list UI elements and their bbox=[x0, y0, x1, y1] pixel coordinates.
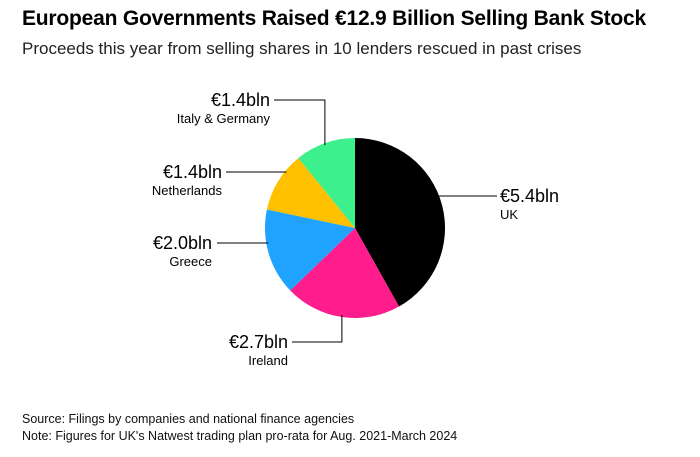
category-label-italy-and-germany: Italy & Germany bbox=[177, 111, 271, 126]
pie-slice-ireland bbox=[290, 228, 400, 318]
category-label-ireland: Ireland bbox=[248, 353, 288, 368]
pie-slice-italy-and-germany bbox=[298, 138, 355, 228]
chart-subtitle: Proceeds this year from selling shares i… bbox=[22, 39, 582, 58]
value-label-greece: €2.0bln bbox=[153, 233, 212, 253]
pie-slice-netherlands bbox=[266, 158, 355, 228]
footnote: Note: Figures for UK's Natwest trading p… bbox=[22, 429, 458, 443]
leader-line-italy-and-germany bbox=[274, 99, 326, 146]
value-label-netherlands: €1.4bln bbox=[163, 162, 222, 182]
category-label-greece: Greece bbox=[169, 254, 212, 269]
source-note: Source: Filings by companies and nationa… bbox=[22, 412, 355, 426]
pie-slice-uk bbox=[355, 138, 445, 307]
leader-line-ireland bbox=[292, 315, 343, 343]
value-label-uk: €5.4bln bbox=[500, 186, 559, 206]
pie-slice-greece bbox=[265, 209, 355, 291]
value-label-italy-and-germany: €1.4bln bbox=[211, 90, 270, 110]
category-label-uk: UK bbox=[500, 207, 518, 222]
value-label-ireland: €2.7bln bbox=[229, 332, 288, 352]
chart-title: European Governments Raised €12.9 Billio… bbox=[22, 7, 647, 30]
category-label-netherlands: Netherlands bbox=[152, 183, 223, 198]
